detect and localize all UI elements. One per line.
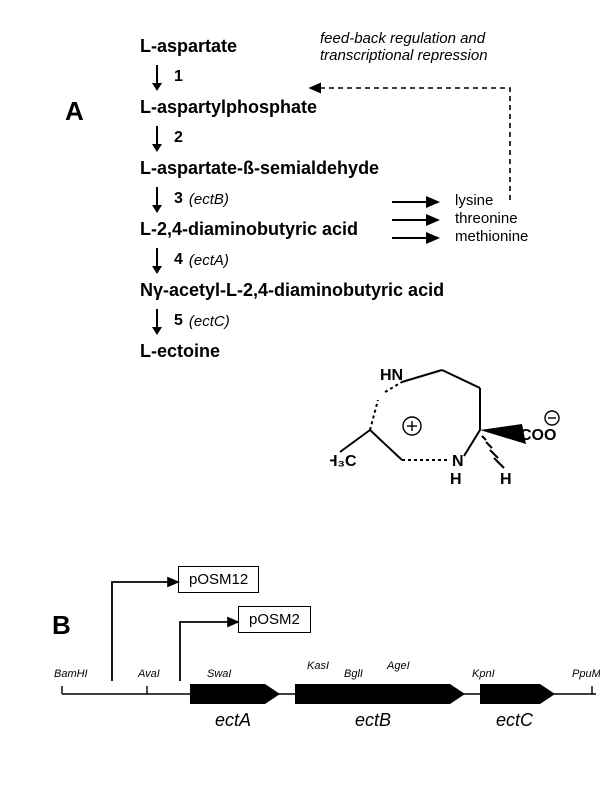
gene-name-ectB: ectB xyxy=(355,710,391,731)
gene-4: (ectC) xyxy=(189,313,230,330)
svg-text:COO: COO xyxy=(520,427,556,444)
down-arrow-icon xyxy=(150,63,164,91)
svg-text:H: H xyxy=(450,471,462,488)
down-arrow-icon xyxy=(150,246,164,274)
branch-methionine: methionine xyxy=(455,228,528,245)
restr-0: BamHI xyxy=(54,668,88,680)
restr-3: KasI xyxy=(307,660,329,672)
restr-6: KpnI xyxy=(472,668,495,680)
down-arrow-icon xyxy=(150,307,164,335)
enzyme-num-3: 4 xyxy=(174,251,183,269)
svg-text:HN: HN xyxy=(380,367,403,384)
enzyme-num-4: 5 xyxy=(174,312,183,330)
panel-a-label: A xyxy=(65,96,84,127)
step-4: Nγ-acetyl-L-2,4-diaminobutyric acid xyxy=(140,280,570,301)
promoter-box-posm2: pOSM2 xyxy=(238,606,311,633)
step-5: L-ectoine xyxy=(140,341,570,362)
arrow-row-3: 4 (ectA) xyxy=(150,246,570,274)
enzyme-num-0: 1 xyxy=(174,68,183,86)
down-arrow-icon xyxy=(150,185,164,213)
svg-text:H: H xyxy=(500,471,512,488)
svg-text:N: N xyxy=(452,453,464,470)
restr-5: AgeI xyxy=(387,660,410,672)
ectoine-molecule-icon: HN N H H H₃C COO xyxy=(330,360,560,510)
gene-2: (ectB) xyxy=(189,191,229,208)
restr-7: PpuMI xyxy=(572,668,600,680)
enzyme-num-1: 2 xyxy=(174,129,183,147)
gene-3: (ectA) xyxy=(189,252,229,269)
restr-1: AvaI xyxy=(138,668,160,680)
gene-name-ectA: ectA xyxy=(215,710,251,731)
feedback-arrow-icon xyxy=(300,70,560,210)
svg-text:H₃C: H₃C xyxy=(330,453,357,470)
branch-threonine: threonine xyxy=(455,210,518,227)
gene-name-ectC: ectC xyxy=(496,710,533,731)
restr-2: SwaI xyxy=(207,668,231,680)
step-0: L-aspartate xyxy=(140,36,570,57)
promoter-box-posm12: pOSM12 xyxy=(178,566,259,593)
restr-4: BglI xyxy=(344,668,363,680)
arrow-row-4: 5 (ectC) xyxy=(150,307,570,335)
gene-map: pOSM12 pOSM2 BamHI AvaI SwaI KasI BglI A… xyxy=(60,560,600,760)
down-arrow-icon xyxy=(150,124,164,152)
enzyme-num-2: 3 xyxy=(174,190,183,208)
